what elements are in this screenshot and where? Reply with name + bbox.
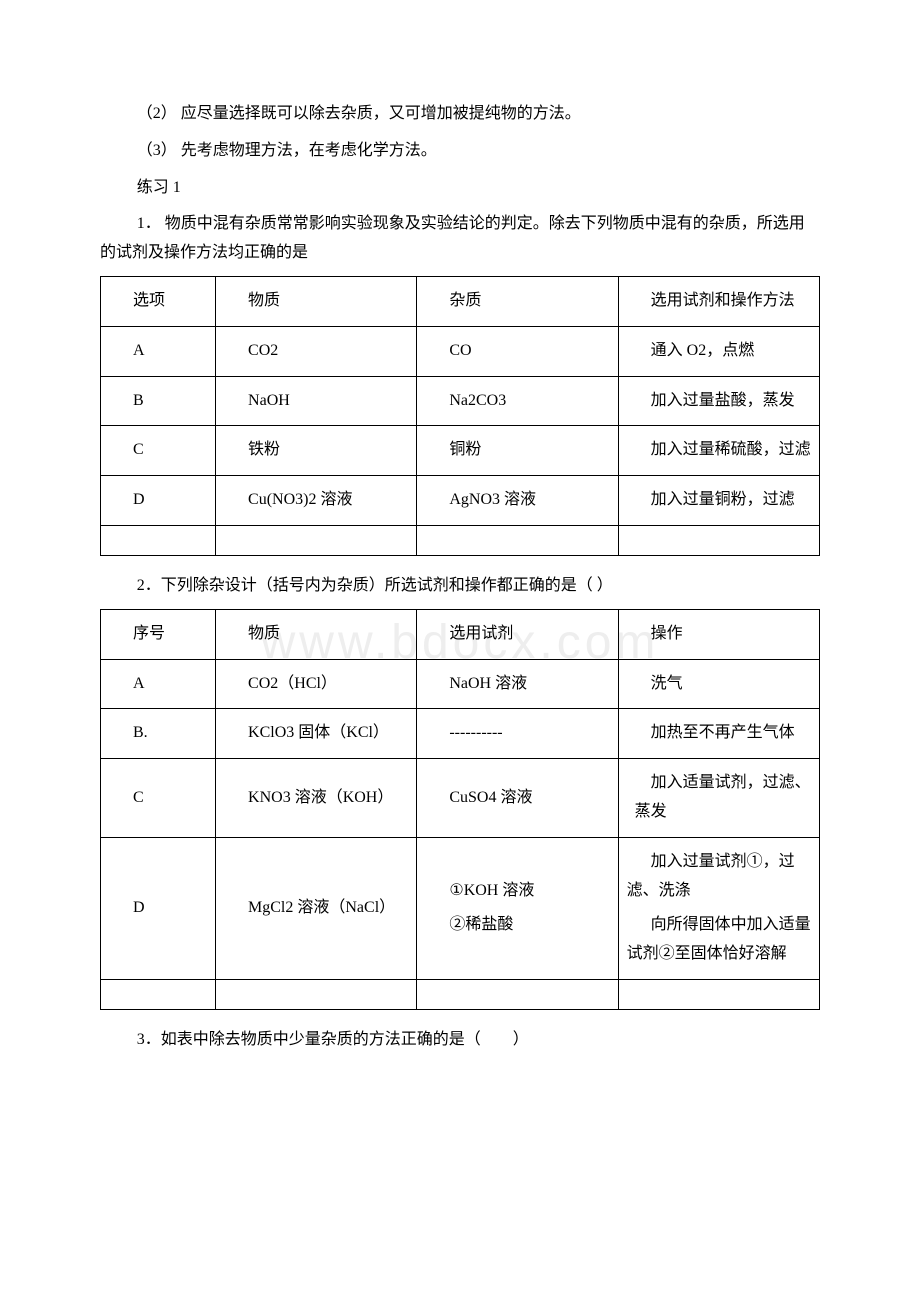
- table-cell-empty: [101, 525, 216, 555]
- table-2: 序号 物质 选用试剂 操作 A CO2（HCl） NaOH 溶液 洗气 B. K…: [100, 609, 820, 1010]
- cell-line: ①KOH 溶液: [425, 877, 609, 906]
- table-cell: MgCl2 溶液（NaCl）: [216, 837, 417, 979]
- table-row: B. KClO3 固体（KCl） ---------- 加热至不再产生气体: [101, 709, 820, 759]
- table-cell: C: [101, 426, 216, 476]
- table-cell: D: [101, 837, 216, 979]
- table-row: 选项 物质 杂质 选用试剂和操作方法: [101, 276, 820, 326]
- table-header-cell: 选用试剂和操作方法: [618, 276, 819, 326]
- table-cell: ①KOH 溶液 ②稀盐酸: [417, 837, 618, 979]
- table-header-cell: 序号: [101, 609, 216, 659]
- table-cell: 铁粉: [216, 426, 417, 476]
- table-cell: D: [101, 476, 216, 526]
- table-cell-empty: [417, 979, 618, 1009]
- table-cell: 加入过量盐酸，蒸发: [618, 376, 819, 426]
- table-cell: 加入过量铜粉，过滤: [618, 476, 819, 526]
- table-cell: 铜粉: [417, 426, 618, 476]
- table-cell: 加入过量试剂①，过滤、洗涤 向所得固体中加入适量试剂②至固体恰好溶解: [618, 837, 819, 979]
- table-cell: A: [101, 326, 216, 376]
- question-1: 1． 物质中混有杂质常常影响实验现象及实验结论的判定。除去下列物质中混有的杂质，…: [100, 210, 820, 268]
- table-cell-empty: [101, 979, 216, 1009]
- table-cell-empty: [216, 979, 417, 1009]
- table-cell: C: [101, 759, 216, 838]
- table-row: B NaOH Na2CO3 加入过量盐酸，蒸发: [101, 376, 820, 426]
- table-cell: CO: [417, 326, 618, 376]
- cell-line: 加入过量试剂①，过滤、洗涤: [627, 848, 811, 906]
- table-cell: Cu(NO3)2 溶液: [216, 476, 417, 526]
- table-cell: 洗气: [618, 659, 819, 709]
- table-cell: CuSO4 溶液: [417, 759, 618, 838]
- table-cell: A: [101, 659, 216, 709]
- table-row-empty: [101, 525, 820, 555]
- table-cell: 加入过量稀硫酸，过滤: [618, 426, 819, 476]
- table-cell: CO2（HCl）: [216, 659, 417, 709]
- cell-line: ②稀盐酸: [425, 911, 609, 940]
- table-row: D Cu(NO3)2 溶液 AgNO3 溶液 加入过量铜粉，过滤: [101, 476, 820, 526]
- table-cell: 加入适量试剂，过滤、蒸发: [618, 759, 819, 838]
- intro-line-3: （3） 先考虑物理方法，在考虑化学方法。: [100, 137, 820, 166]
- table-header-cell: 选用试剂: [417, 609, 618, 659]
- table-cell: KClO3 固体（KCl）: [216, 709, 417, 759]
- table-header-cell: 操作: [618, 609, 819, 659]
- table-row: C 铁粉 铜粉 加入过量稀硫酸，过滤: [101, 426, 820, 476]
- table-cell: ----------: [417, 709, 618, 759]
- table-cell-empty: [618, 979, 819, 1009]
- table-1: 选项 物质 杂质 选用试剂和操作方法 A CO2 CO 通入 O2，点燃 B N…: [100, 276, 820, 556]
- table-cell: B: [101, 376, 216, 426]
- intro-line-2: （2） 应尽量选择既可以除去杂质，又可增加被提纯物的方法。: [100, 100, 820, 129]
- table-cell: Na2CO3: [417, 376, 618, 426]
- table-cell: NaOH: [216, 376, 417, 426]
- table-header-cell: 选项: [101, 276, 216, 326]
- table-row: 序号 物质 选用试剂 操作: [101, 609, 820, 659]
- practice-label: 练习 1: [100, 174, 820, 203]
- table-cell-empty: [417, 525, 618, 555]
- table-cell: KNO3 溶液（KOH）: [216, 759, 417, 838]
- table-row: C KNO3 溶液（KOH） CuSO4 溶液 加入适量试剂，过滤、蒸发: [101, 759, 820, 838]
- table-cell: 通入 O2，点燃: [618, 326, 819, 376]
- table-cell-empty: [618, 525, 819, 555]
- table-row: A CO2 CO 通入 O2，点燃: [101, 326, 820, 376]
- page-content: （2） 应尽量选择既可以除去杂质，又可增加被提纯物的方法。 （3） 先考虑物理方…: [100, 100, 820, 1055]
- cell-line: 向所得固体中加入适量试剂②至固体恰好溶解: [627, 911, 811, 969]
- table-cell: CO2: [216, 326, 417, 376]
- question-3: 3．如表中除去物质中少量杂质的方法正确的是（ ）: [100, 1026, 820, 1055]
- table-row: D MgCl2 溶液（NaCl） ①KOH 溶液 ②稀盐酸 加入过量试剂①，过滤…: [101, 837, 820, 979]
- table-header-cell: 物质: [216, 276, 417, 326]
- table-header-cell: 杂质: [417, 276, 618, 326]
- table-cell: B.: [101, 709, 216, 759]
- table-row-empty: [101, 979, 820, 1009]
- table-header-cell: 物质: [216, 609, 417, 659]
- table-cell: AgNO3 溶液: [417, 476, 618, 526]
- table-row: A CO2（HCl） NaOH 溶液 洗气: [101, 659, 820, 709]
- table-cell: 加热至不再产生气体: [618, 709, 819, 759]
- table-cell-empty: [216, 525, 417, 555]
- table-cell: NaOH 溶液: [417, 659, 618, 709]
- question-2: 2．下列除杂设计（括号内为杂质）所选试剂和操作都正确的是（ ）: [100, 572, 820, 601]
